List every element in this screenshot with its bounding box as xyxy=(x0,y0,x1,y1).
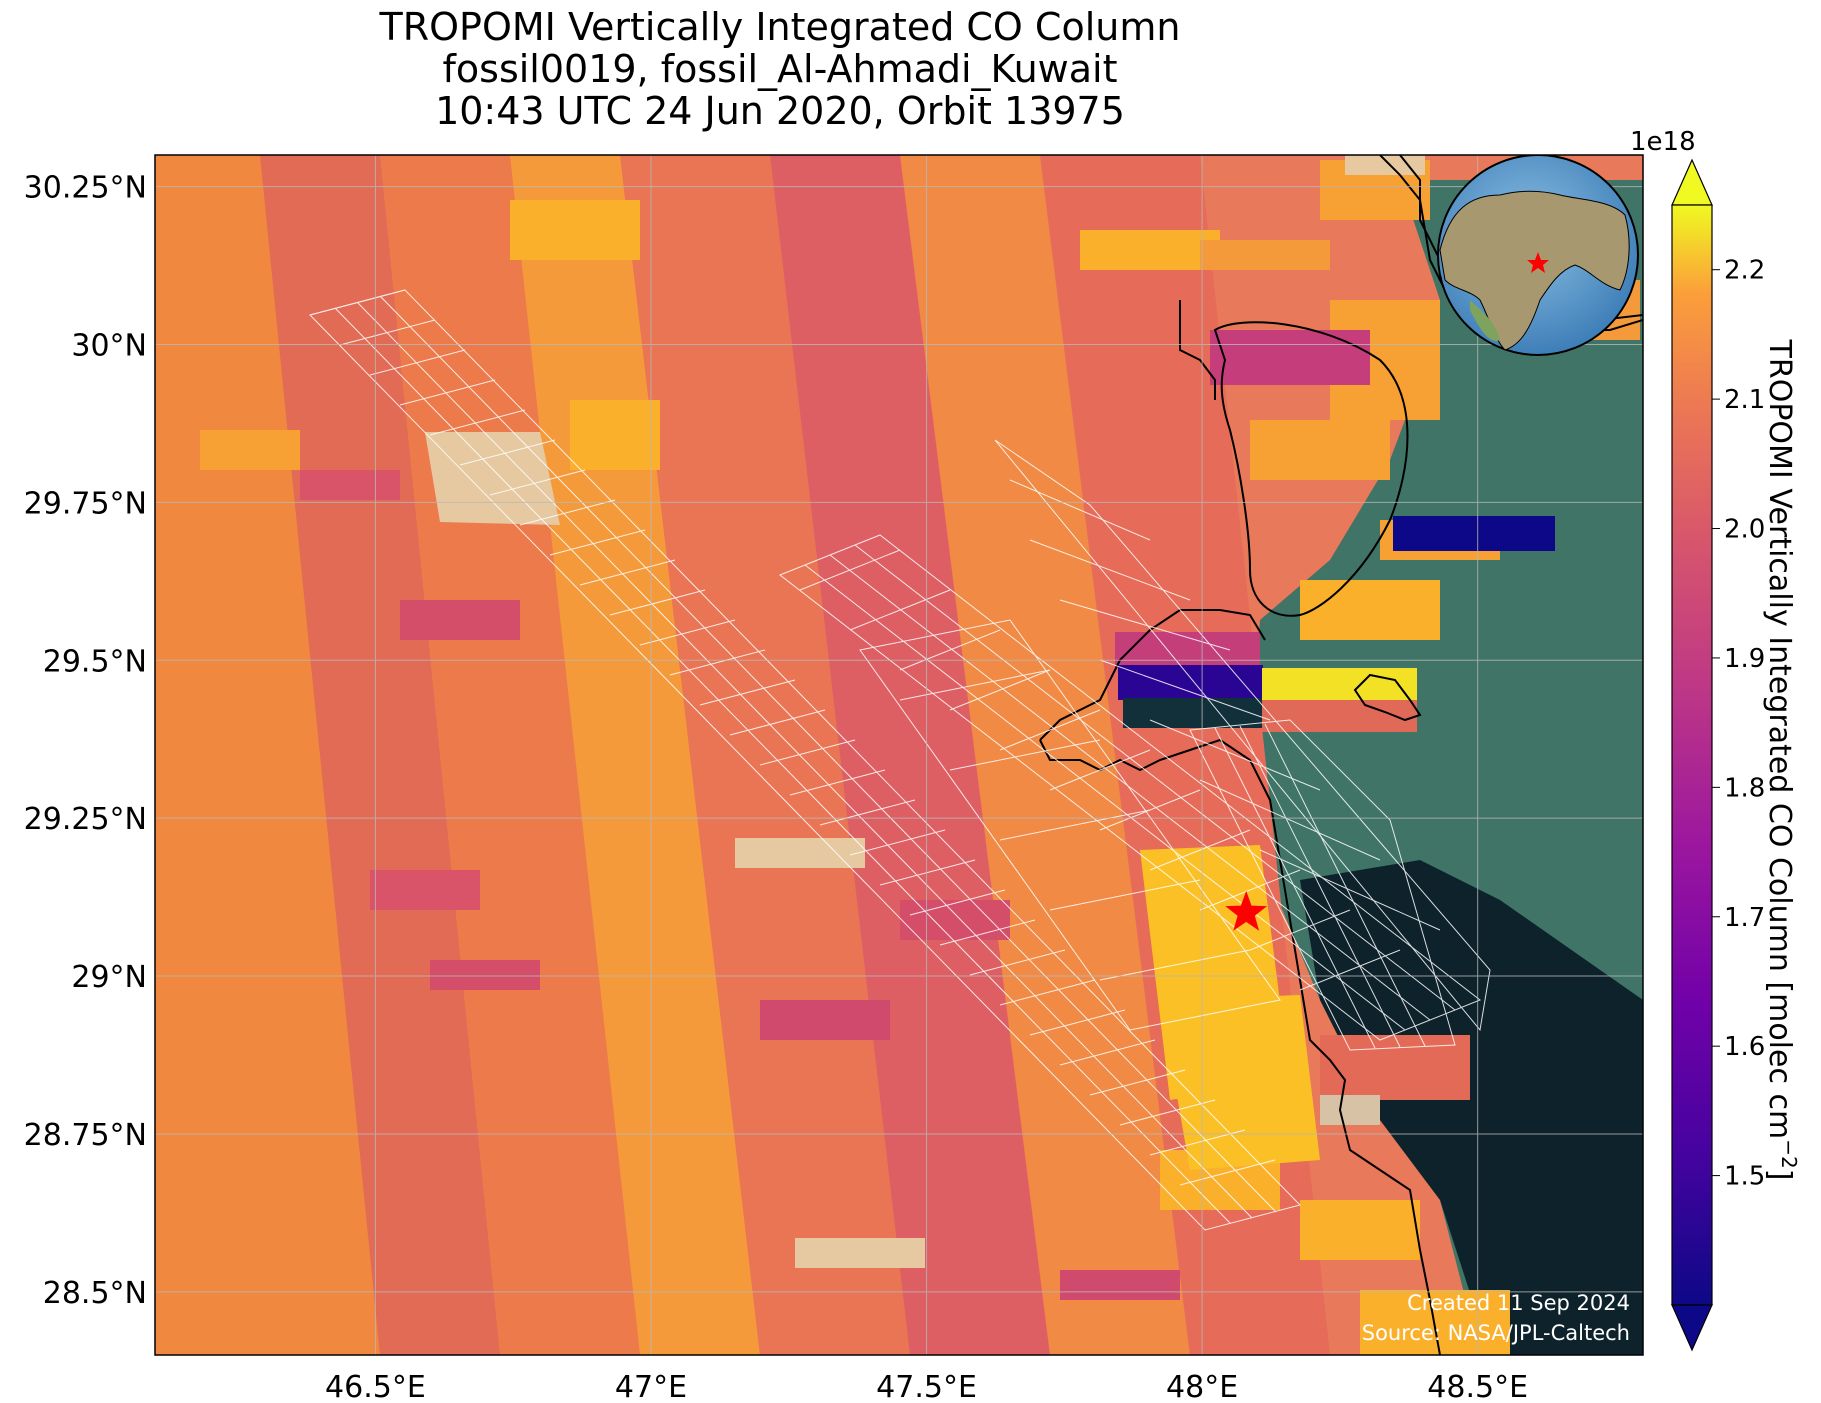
latitude-labels: 30.25°N 30°N 29.75°N 29.5°N 29.25°N 29°N 28.75… xyxy=(24,171,147,1311)
lat-tick-label: 30°N xyxy=(71,328,147,363)
colorbar-tick-label: 1.6 xyxy=(1724,1032,1765,1062)
colorbar-label-close: ] xyxy=(1762,1169,1797,1181)
colorbar: 2.2 2.1 2.0 1.9 1.8 1.7 1.6 1.5 1e18 TROPOMI Ve… xyxy=(1630,127,1801,1352)
star-marker xyxy=(1225,890,1268,931)
figure-title-line2: fossil0019, fossil_Al-Ahmadi_Kuwait xyxy=(442,47,1118,91)
lon-tick-label: 47.5°E xyxy=(876,1370,977,1403)
lat-tick-label: 29.75°N xyxy=(24,486,147,521)
colorbar-exponent: 1e18 xyxy=(1630,127,1696,157)
lon-tick-label: 46.5°E xyxy=(325,1370,426,1403)
credit-source: Source: NASA/JPL-Caltech xyxy=(1362,1321,1630,1345)
colorbar-extend-top xyxy=(1671,158,1713,206)
lat-tick-label: 29.25°N xyxy=(24,802,147,837)
colorbar-ticks: 2.2 2.1 2.0 1.9 1.8 1.7 1.6 1.5 xyxy=(1712,256,1765,1192)
gridlines xyxy=(155,155,1643,1355)
map-panel: Created 11 Sep 2024 Source: NASA/JPL-Cal… xyxy=(155,155,1643,1355)
lat-tick-label: 29°N xyxy=(71,960,147,995)
colorbar-label: TROPOMI Vertically Integrated CO Column … xyxy=(1762,339,1801,1181)
lat-tick-label: 30.25°N xyxy=(24,171,147,206)
colorbar-tick-label: 1.5 xyxy=(1724,1162,1765,1192)
colorbar-tick-label: 2.2 xyxy=(1724,256,1765,286)
lon-tick-label: 47°E xyxy=(615,1370,687,1403)
colorbar-tick-label: 1.8 xyxy=(1724,773,1765,803)
map-frame xyxy=(154,154,1644,1356)
colorbar-gradient xyxy=(1671,204,1713,1306)
figure-title-line3: 10:43 UTC 24 Jun 2020, Orbit 13975 xyxy=(435,89,1125,133)
colorbar-tick-label: 1.7 xyxy=(1724,903,1765,933)
lat-tick-label: 29.5°N xyxy=(43,644,147,679)
sea-deep xyxy=(1300,860,1643,1355)
colorbar-label-text: TROPOMI Vertically Integrated CO Column … xyxy=(1762,339,1797,1140)
colorbar-tick-label: 1.9 xyxy=(1724,644,1765,674)
colorbar-label-superscript: −2 xyxy=(1777,1139,1801,1168)
colorbar-tick-label: 2.0 xyxy=(1724,515,1765,545)
inset-globe xyxy=(1437,155,1639,356)
lon-tick-label: 48.5°E xyxy=(1427,1370,1528,1403)
figure-title-line1: TROPOMI Vertically Integrated CO Column xyxy=(379,5,1181,49)
credit-created: Created 11 Sep 2024 xyxy=(1407,1291,1630,1315)
longitude-labels: 46.5°E 47°E 47.5°E 48°E 48.5°E xyxy=(325,1370,1528,1403)
co-pixel-bands xyxy=(155,155,1640,1355)
lat-tick-label: 28.75°N xyxy=(24,1118,147,1153)
colorbar-extend-bottom xyxy=(1671,1304,1713,1352)
plume-grid-overlays xyxy=(309,289,1491,1231)
colorbar-tick-label: 2.1 xyxy=(1724,385,1765,415)
globe-marker xyxy=(1527,252,1549,273)
lat-tick-label: 28.5°N xyxy=(43,1276,147,1311)
lon-tick-label: 48°E xyxy=(1166,1370,1238,1403)
